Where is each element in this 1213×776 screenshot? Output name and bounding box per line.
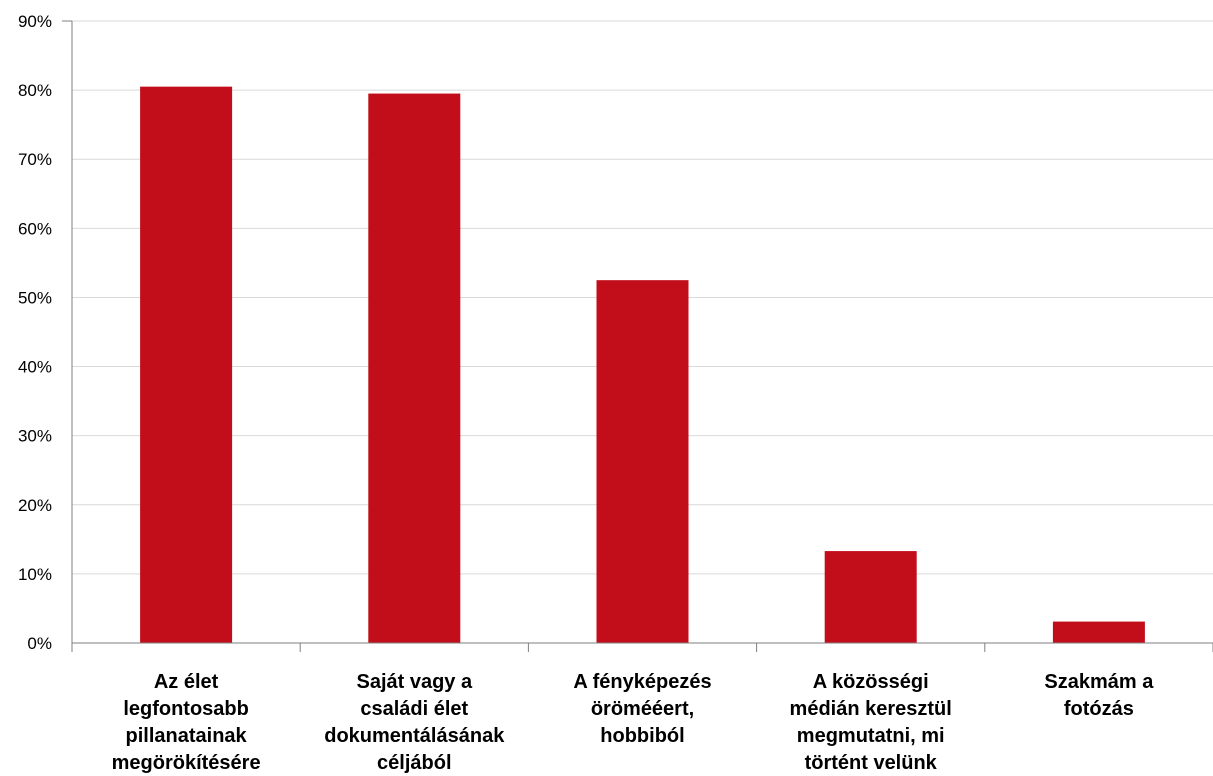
y-tick-label: 20% (18, 496, 52, 515)
x-category-label: Saját vagy a családi élet dokumentálásának… (324, 671, 505, 774)
y-tick-label: 30% (18, 427, 52, 446)
y-tick-label: 10% (18, 565, 52, 584)
bars (140, 86, 1145, 644)
x-category-label: Az élet legfontosabb pillanatainak megörökí… (112, 671, 261, 774)
y-tick-label: 40% (18, 358, 52, 377)
y-tick-label: 70% (18, 150, 52, 169)
y-axis-ticks: 0% 10% 20% 30% 40% 50% 60% 70% 80% 90% (18, 12, 52, 653)
y-tick-label: 90% (18, 12, 52, 31)
bar (1052, 621, 1145, 643)
x-category-label: A közösségi médián keresztül megmutatni, m… (790, 671, 952, 774)
y-tick-label: 80% (18, 81, 52, 100)
x-category-label: A fényképezés örömééert, hobbiból (573, 671, 711, 747)
x-category-label: Szakmám a fotózás (1044, 671, 1154, 720)
y-tick-label: 0% (27, 634, 52, 653)
y-tick-label: 50% (18, 288, 52, 307)
x-axis-category-labels: Az élet legfontosabb pillanatainak megörökí… (112, 671, 1155, 774)
bar (596, 280, 689, 643)
bar (368, 93, 461, 644)
axes (62, 20, 1213, 652)
bar (824, 551, 917, 643)
bar (140, 86, 233, 643)
y-tick-label: 60% (18, 219, 52, 238)
